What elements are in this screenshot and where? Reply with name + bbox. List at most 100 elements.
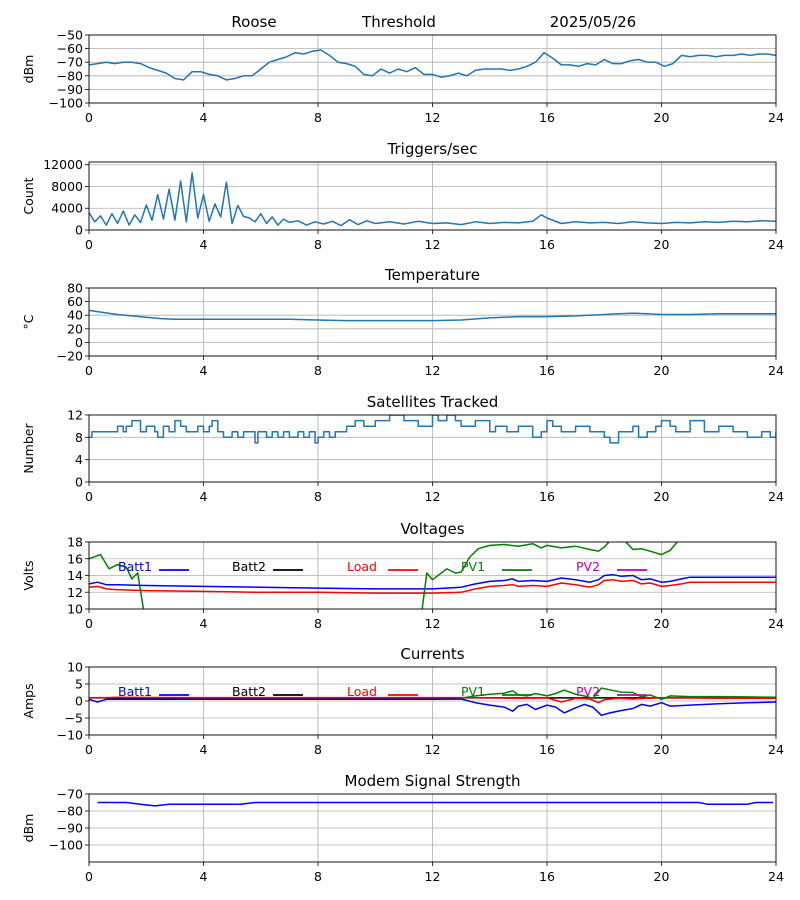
x-tick-label: 0 (85, 489, 93, 504)
y-tick-label: 10 (67, 602, 83, 617)
plot-frame (88, 541, 777, 610)
legend-label-batt2: Batt2 (232, 684, 266, 699)
panel-2: Triggers/sec 0 4 8 12 16 20 24 0 4000 8000 12000 Cou… (21, 140, 784, 252)
x-tick-label: 24 (768, 742, 784, 757)
plot-frame (88, 666, 777, 736)
y-tick-label: −10 (57, 728, 83, 743)
x-tick-label: 20 (654, 742, 670, 757)
y-tick-label: 12 (67, 585, 83, 600)
y-tick-label: −20 (57, 349, 83, 364)
x-tick-label: 8 (314, 363, 322, 378)
y-tick-label: 0 (75, 475, 83, 490)
x-tick-label: 4 (200, 742, 208, 757)
y-tick-label: 5 (75, 677, 83, 692)
series-line-batt1 (89, 698, 776, 717)
y-tick-label: −100 (49, 838, 83, 853)
legend-label-batt1: Batt1 (118, 684, 152, 699)
y-tick-label: 40 (67, 308, 83, 323)
x-tick-label: 20 (654, 489, 670, 504)
plot-frame (88, 414, 777, 483)
x-tick-label: 8 (314, 869, 322, 884)
panel-title: Temperature (384, 266, 480, 284)
plot-frame (88, 34, 777, 104)
panel-6: Currents 0 4 8 12 16 20 24 −10 −5 0 5 10 Amps Batt1 Bat… (21, 645, 784, 757)
x-tick-label: 0 (85, 237, 93, 252)
x-tick-label: 4 (200, 363, 208, 378)
y-tick-label: 80 (67, 281, 83, 296)
series-line (97, 801, 774, 807)
series-line (89, 415, 776, 444)
y-tick-label: 0 (75, 335, 83, 350)
y-axis-label: Count (21, 177, 36, 214)
y-tick-label: 12000 (43, 157, 83, 172)
y-tick-label: 0 (75, 694, 83, 709)
y-tick-label: 8000 (51, 179, 83, 194)
x-tick-label: 12 (425, 110, 441, 125)
x-tick-label: 24 (768, 869, 784, 884)
x-tick-label: 24 (768, 237, 784, 252)
x-tick-label: 12 (425, 742, 441, 757)
x-tick-label: 24 (768, 616, 784, 631)
x-tick-label: 16 (539, 237, 555, 252)
y-axis-label: Volts (21, 560, 36, 590)
y-tick-label: 60 (67, 294, 83, 309)
y-axis-label: Number (21, 423, 36, 474)
y-tick-label: 18 (67, 535, 83, 550)
y-tick-label: −90 (57, 821, 83, 836)
y-tick-label: 10 (67, 660, 83, 675)
y-tick-label: −70 (57, 787, 83, 802)
x-tick-label: 12 (425, 237, 441, 252)
plot-frame (88, 287, 777, 357)
y-tick-label: −90 (57, 82, 83, 97)
series-line-load (89, 696, 776, 704)
x-tick-label: 16 (539, 742, 555, 757)
panel-title: Currents (400, 645, 464, 663)
legend-label-pv1: PV1 (461, 559, 485, 574)
series-line (89, 172, 776, 227)
y-tick-label: 4 (75, 452, 83, 467)
y-tick-label: 0 (75, 223, 83, 238)
x-tick-label: 16 (539, 110, 555, 125)
panel-title: Modem Signal Strength (345, 772, 521, 790)
y-tick-label: −80 (57, 804, 83, 819)
legend-label-batt1: Batt1 (118, 559, 152, 574)
panel-title: Voltages (400, 520, 464, 538)
x-tick-label: 24 (768, 489, 784, 504)
x-tick-label: 16 (539, 869, 555, 884)
date: 2025/05/26 (550, 13, 636, 31)
plot-frame (88, 793, 777, 863)
y-tick-label: 12 (67, 408, 83, 423)
x-tick-label: 8 (314, 489, 322, 504)
series-line (89, 309, 776, 322)
series-line-load (89, 578, 776, 594)
panel-7: Modem Signal Strength 0 4 8 12 16 20 24 −70 −80 −9… (21, 772, 784, 884)
y-tick-label: 8 (75, 430, 83, 445)
x-tick-label: 16 (539, 616, 555, 631)
y-tick-label: −70 (57, 55, 83, 70)
y-tick-label: −5 (65, 711, 83, 726)
series-line-pv1 (460, 687, 776, 701)
series-line-batt1 (89, 573, 776, 590)
x-tick-label: 4 (200, 489, 208, 504)
x-tick-label: 20 (654, 616, 670, 631)
x-tick-label: 20 (654, 363, 670, 378)
x-tick-label: 12 (425, 363, 441, 378)
panel-title: Triggers/sec (387, 140, 478, 158)
x-tick-label: 12 (425, 869, 441, 884)
y-tick-label: 14 (67, 568, 83, 583)
x-tick-label: 16 (539, 489, 555, 504)
chart-panels: 0 4 8 12 16 20 24−50−60−70−80−90−100dBmTrigger… (21, 28, 784, 885)
y-tick-label: 20 (67, 321, 83, 336)
y-tick-label: 16 (67, 551, 83, 566)
panel-1: 0 4 8 12 16 20 24 −50−60−70−80−90−100 dBm (21, 28, 784, 126)
x-tick-label: 4 (200, 869, 208, 884)
y-axis-label: dBm (21, 55, 36, 84)
panel-4: Satellites Tracked 0 4 8 12 16 20 24 0 4 8 12 Number (21, 393, 784, 504)
x-tick-label: 0 (85, 869, 93, 884)
x-tick-label: 12 (425, 616, 441, 631)
legend-label-batt2: Batt2 (232, 559, 266, 574)
x-tick-label: 24 (768, 110, 784, 125)
plot-frame (88, 161, 777, 231)
legend-label-load: Load (347, 559, 377, 574)
